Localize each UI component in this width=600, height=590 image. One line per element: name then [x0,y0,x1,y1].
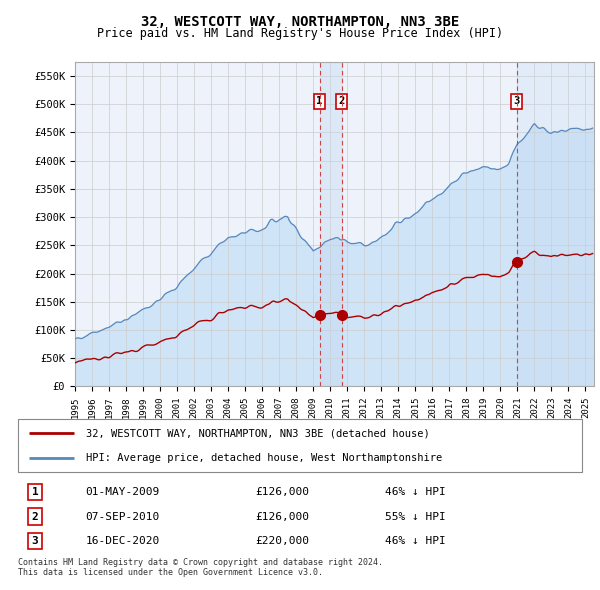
Text: £220,000: £220,000 [255,536,309,546]
Text: 32, WESTCOTT WAY, NORTHAMPTON, NN3 3BE (detached house): 32, WESTCOTT WAY, NORTHAMPTON, NN3 3BE (… [86,428,430,438]
Text: 46% ↓ HPI: 46% ↓ HPI [385,536,445,546]
Text: 07-SEP-2010: 07-SEP-2010 [86,512,160,522]
Text: 1: 1 [32,487,38,497]
Text: 3: 3 [32,536,38,546]
Text: 01-MAY-2009: 01-MAY-2009 [86,487,160,497]
Text: 55% ↓ HPI: 55% ↓ HPI [385,512,445,522]
Text: 16-DEC-2020: 16-DEC-2020 [86,536,160,546]
Text: 46% ↓ HPI: 46% ↓ HPI [385,487,445,497]
Text: HPI: Average price, detached house, West Northamptonshire: HPI: Average price, detached house, West… [86,453,442,463]
Text: Contains HM Land Registry data © Crown copyright and database right 2024.
This d: Contains HM Land Registry data © Crown c… [18,558,383,577]
Text: 1: 1 [316,96,323,106]
Text: £126,000: £126,000 [255,512,309,522]
Bar [517,62,594,386]
Text: 32, WESTCOTT WAY, NORTHAMPTON, NN3 3BE: 32, WESTCOTT WAY, NORTHAMPTON, NN3 3BE [141,15,459,29]
Text: £126,000: £126,000 [255,487,309,497]
Text: Price paid vs. HM Land Registry's House Price Index (HPI): Price paid vs. HM Land Registry's House … [97,27,503,40]
Bar [320,62,341,386]
Text: 2: 2 [32,512,38,522]
Text: 2: 2 [338,96,345,106]
Text: 3: 3 [514,96,520,106]
FancyBboxPatch shape [18,419,582,472]
